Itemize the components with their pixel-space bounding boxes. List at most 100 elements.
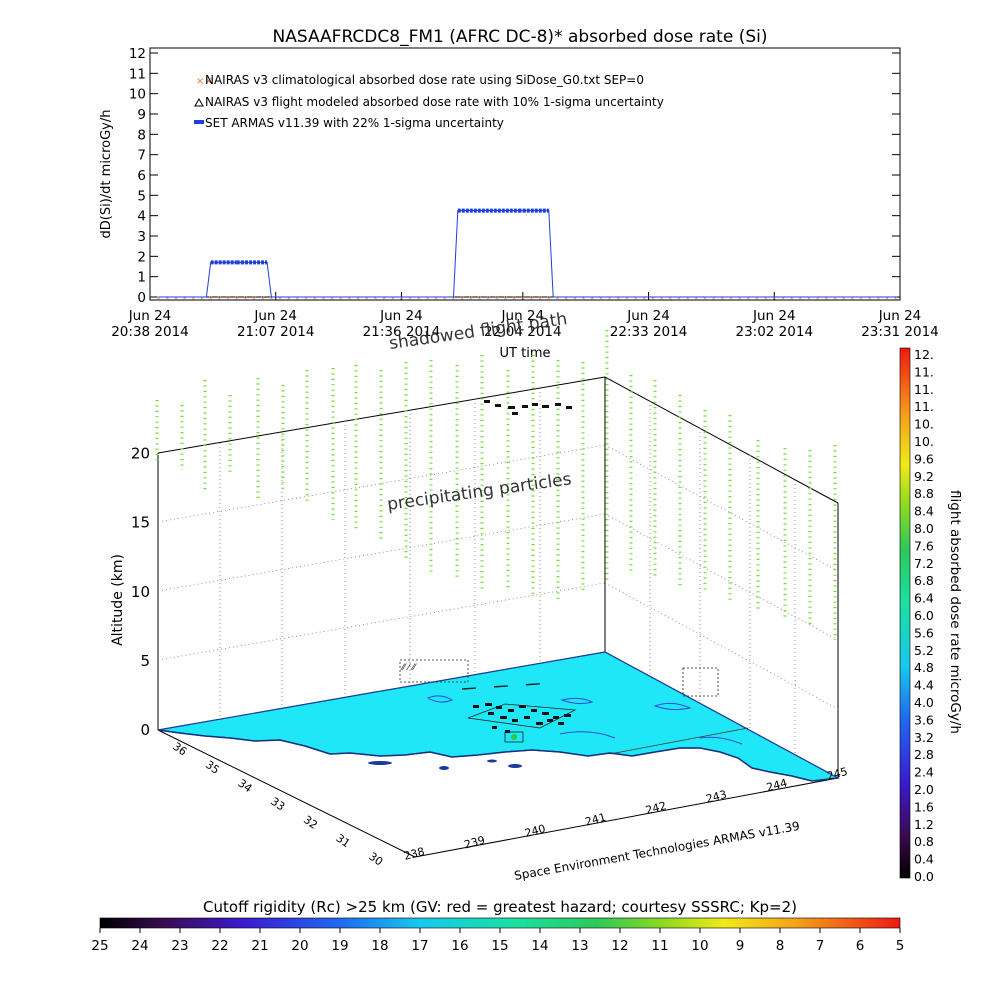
nairas-climatological-point: ×: [780, 295, 785, 302]
colorbar-tick-label: 5.2: [914, 643, 934, 658]
nairas-climatological-point: ×: [642, 295, 647, 302]
legend-entry-set-armas: SET ARMAS v11.39 with 22% 1-sigma uncert…: [194, 116, 504, 130]
precipitating-particle-columns: [155, 330, 837, 640]
legend-label: NAIRAS v3 climatological absorbed dose r…: [205, 73, 644, 87]
x-tick-label: Jun 24: [501, 308, 545, 324]
ocean-region: [157, 651, 840, 782]
longitude-tick-label: 244: [765, 776, 789, 794]
longitude-tick-label: 238: [402, 845, 426, 863]
x-tick-label: 23:02 2014: [735, 324, 813, 340]
nairas-climatological-point: ×: [598, 295, 603, 302]
colorbar-tick-label: 18: [371, 938, 388, 954]
colorbar-tick-label: 21: [251, 938, 268, 954]
longitude-tick-label: 239: [463, 834, 487, 852]
colorbar-tick-label: 2.4: [914, 765, 934, 780]
nairas-climatological-point: ×: [382, 295, 387, 302]
nairas-climatological-point: ×: [867, 295, 872, 302]
colorbar-tick-label: 22: [211, 938, 228, 954]
colorbar-tick-label: 17: [411, 938, 428, 954]
nairas-climatological-point: ×: [711, 295, 716, 302]
y-tick-label: 8: [137, 127, 146, 143]
nairas-climatological-point: ×: [806, 295, 811, 302]
chart-title: NASAAFRCDC8_FM1 (AFRC DC-8)* absorbed do…: [273, 27, 768, 47]
annotation-precipitating-particles: precipitating particles: [386, 469, 573, 515]
nairas-climatological-point: ×: [200, 295, 205, 302]
legend: ×× NAIRAS v3 climatological absorbed dos…: [194, 73, 664, 130]
nairas-climatological-point: ×: [503, 295, 508, 302]
altitude-axis-ticks: 0 5 10 15 20: [131, 445, 150, 739]
colorbar-tick-label: 8: [776, 938, 785, 954]
legend-x-marker-icon: ××: [196, 76, 213, 87]
colorbar-gradient: [99, 917, 901, 929]
nairas-climatological-point: ×: [633, 295, 638, 302]
nairas-climatological-point: ×: [720, 295, 725, 302]
colorbar-ticks: 0.0 0.4 0.8 1.2 1.6 2.0 2.4 2.8 3.2 3.6 4.0 4.4 4.8 5…: [914, 347, 934, 884]
nairas-climatological-point: ×: [694, 295, 699, 302]
nairas-climatological-point: ×: [460, 295, 465, 302]
colorbar-tick-label: 8.8: [914, 486, 934, 501]
nairas-climatological-point: ×: [607, 295, 612, 302]
nairas-climatological-point: ×: [841, 295, 846, 302]
nairas-climatological-point: ×: [338, 295, 343, 302]
nairas-climatological-point: ×: [581, 295, 586, 302]
nairas-climatological-point: ×: [702, 295, 707, 302]
y-tick-label: 4: [137, 209, 146, 225]
latitude-axis-ticks: 30 31 32 33 34 35 36: [170, 740, 385, 869]
nairas-climatological-point: ×: [512, 295, 517, 302]
y-tick-label: 2: [137, 249, 146, 265]
y-tick-label: 11: [129, 66, 146, 82]
series-line: [158, 210, 896, 298]
nairas-climatological-point: ×: [772, 295, 777, 302]
nairas-climatological-point: ×: [477, 295, 482, 302]
legend-label: SET ARMAS v11.39 with 22% 1-sigma uncert…: [205, 116, 504, 130]
nairas-climatological-point: ×: [486, 295, 491, 302]
nairas-climatological-point: ×: [468, 295, 473, 302]
colorbar-tick-label: 5: [896, 938, 905, 954]
colorbar-tick-label: 5.6: [914, 625, 934, 640]
nairas-climatological-point: ×: [659, 295, 664, 302]
legend-entry-nairas-flight-modeled: NAIRAS v3 flight modeled absorbed dose r…: [194, 95, 664, 109]
colorbar-gradient: [899, 347, 911, 879]
coastline: [157, 729, 839, 782]
legend-entry-nairas-climatological: ×× NAIRAS v3 climatological absorbed dos…: [196, 73, 644, 87]
nairas-climatological-point: ×: [746, 295, 751, 302]
colorbar-tick-label: 9: [736, 938, 745, 954]
nairas-climatological-point: ×: [321, 295, 326, 302]
x-tick-label: 22:04 2014: [484, 324, 562, 340]
nairas-climatological-point: ×: [156, 295, 161, 302]
nairas-climatological-point: ×: [286, 295, 291, 302]
nairas-climatological-point: ×: [893, 295, 898, 302]
nairas-climatological-point: ×: [520, 295, 525, 302]
nairas-climatological-point: ×: [858, 295, 863, 302]
latitude-tick-label: 36: [170, 740, 189, 759]
altitude-tick-label: 20: [131, 445, 150, 463]
colorbar-tick-label: 25: [91, 938, 108, 954]
colorbar-label: flight absorbed dose rate microGy/h: [947, 490, 963, 734]
nairas-climatological-point: ×: [425, 295, 430, 302]
latitude-tick-label: 30: [366, 850, 385, 869]
dose-rate-time-series-chart: NASAAFRCDC8_FM1 (AFRC DC-8)* absorbed do…: [99, 27, 939, 361]
nairas-climatological-point: ×: [832, 295, 837, 302]
nairas-climatological-point: ×: [165, 295, 170, 302]
colorbar-tick-label: 1.2: [914, 817, 934, 832]
nairas-climatological-point: ×: [304, 295, 309, 302]
colorbar-tick-label: 2.0: [914, 782, 934, 797]
x-tick-label: Jun 24: [626, 308, 670, 324]
nairas-climatological-point: ×: [546, 295, 551, 302]
nairas-climatological-point: ×: [650, 295, 655, 302]
colorbar-tick-label: 24: [131, 938, 148, 954]
nairas-climatological-point: ×: [616, 295, 621, 302]
nairas-climatological-point: ×: [364, 295, 369, 302]
flight-track-black: [473, 703, 571, 733]
colorbar-tick-label: 15: [491, 938, 508, 954]
nairas-climatological-point: ×: [399, 295, 404, 302]
flight-path-shadow: [461, 682, 553, 690]
x-tick-label: 21:07 2014: [237, 324, 315, 340]
altitude-tick-label: 0: [140, 721, 150, 739]
nairas-climatological-point: ×: [685, 295, 690, 302]
y-axis-label: dD(Si)/dt microGy/h: [99, 110, 114, 239]
flight-track-aloft: [484, 400, 572, 415]
nairas-climatological-point: ×: [226, 295, 231, 302]
